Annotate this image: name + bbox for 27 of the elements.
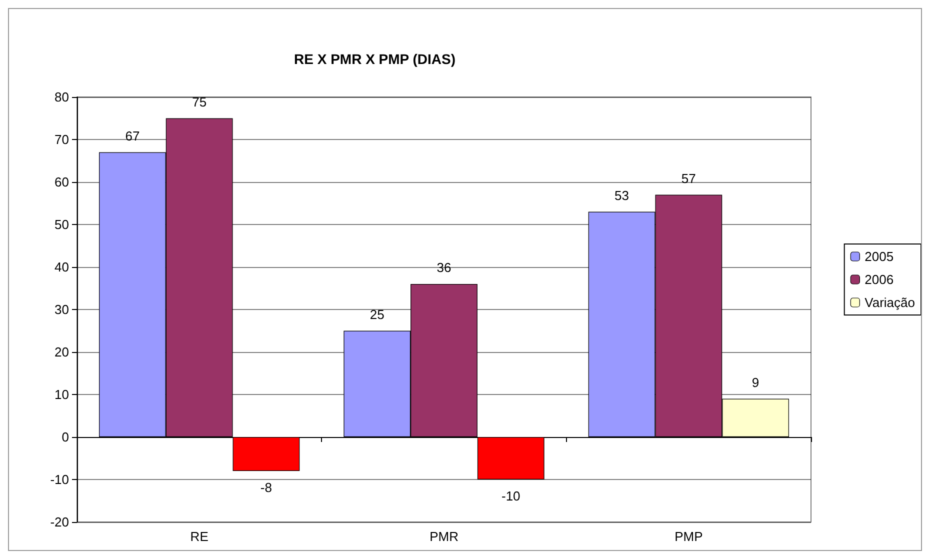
data-label: 9 bbox=[752, 374, 760, 390]
y-tick-label: 30 bbox=[54, 302, 69, 317]
data-label: 57 bbox=[681, 170, 696, 186]
y-tick-label: 10 bbox=[54, 387, 69, 402]
legend-label: 2005 bbox=[864, 249, 894, 264]
y-tick-label: -20 bbox=[50, 514, 69, 530]
x-tick-label: PMP bbox=[674, 529, 703, 544]
legend-label: Variação bbox=[864, 295, 915, 310]
y-tick-label: 0 bbox=[62, 430, 69, 444]
data-label: 75 bbox=[192, 94, 207, 110]
x-tick-label: PMR bbox=[430, 529, 458, 544]
y-tick-label: 70 bbox=[54, 132, 69, 147]
data-label: 25 bbox=[370, 306, 384, 322]
data-label: 36 bbox=[436, 260, 452, 275]
y-tick-label: 50 bbox=[54, 217, 69, 232]
data-label: -10 bbox=[501, 488, 520, 504]
y-tick-label: 40 bbox=[54, 260, 69, 274]
y-tick-label: 20 bbox=[54, 344, 69, 360]
y-tick-label: 80 bbox=[54, 90, 69, 104]
legend-label: 2006 bbox=[864, 272, 894, 287]
y-tick-label: 60 bbox=[54, 174, 69, 190]
data-label: -8 bbox=[260, 480, 272, 495]
x-tick-label: RE bbox=[190, 529, 209, 544]
chart-title: RE X PMR X PMP (DIAS) bbox=[294, 51, 456, 67]
y-tick-label: -10 bbox=[50, 472, 69, 487]
data-label: 53 bbox=[614, 188, 630, 203]
data-label: 67 bbox=[125, 128, 140, 144]
